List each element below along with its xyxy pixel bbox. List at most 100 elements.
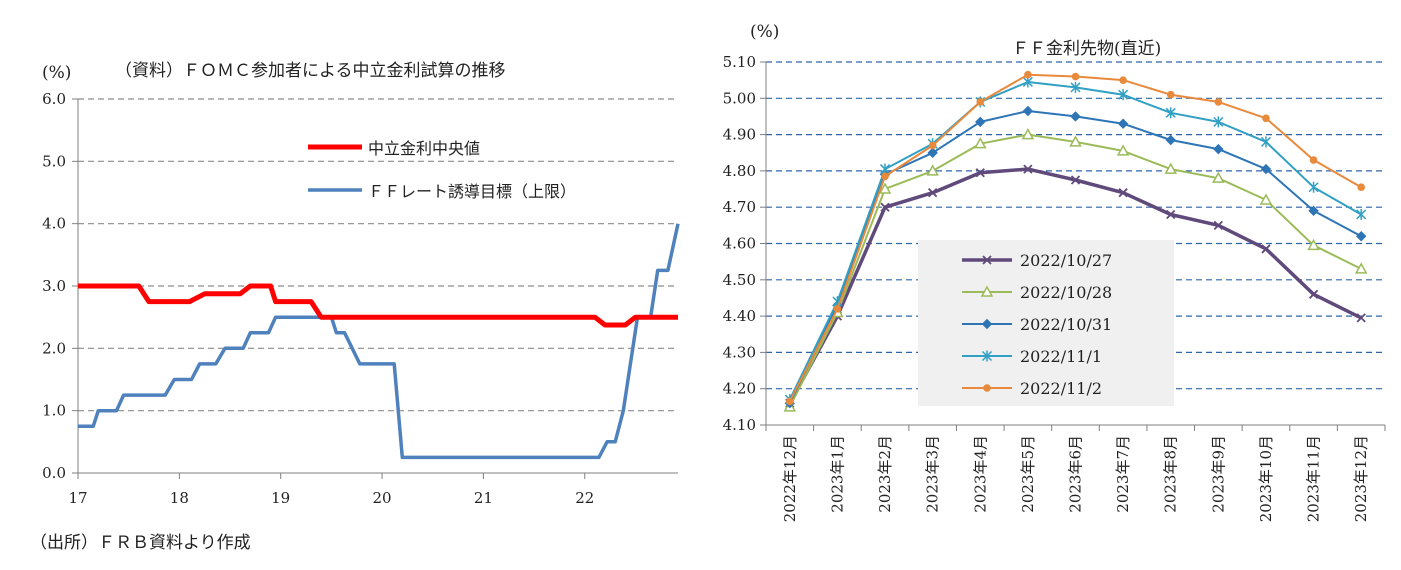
right-y-tick-label: 4.90 xyxy=(723,126,756,144)
marker-x-stroke xyxy=(1356,313,1366,323)
data-point-diamond xyxy=(1260,163,1272,175)
data-point-star xyxy=(1165,107,1176,119)
data-point-circle xyxy=(983,384,991,392)
data-point-x xyxy=(1308,289,1319,299)
left-y-tick-label: 6.0 xyxy=(42,90,66,108)
left-x-tick-label: 22 xyxy=(575,489,594,507)
data-point-diamond xyxy=(1117,118,1129,129)
right-y-tick-label: 4.10 xyxy=(723,416,756,434)
right-y-tick-label: 4.30 xyxy=(723,343,756,361)
data-point-circle xyxy=(1262,114,1270,123)
right-chart-title: ＦＦ金利先物(直近) xyxy=(1012,39,1161,59)
data-point-circle xyxy=(976,98,985,106)
right-x-tick-label: 2023年3月 xyxy=(924,435,942,513)
legend-label: 2022/10/27 xyxy=(1020,251,1112,270)
data-point-diamond xyxy=(1165,134,1176,146)
right-y-tick-label: 5.10 xyxy=(723,53,756,71)
legend-label: 2022/10/31 xyxy=(1020,315,1112,334)
marker-x-stroke xyxy=(1166,209,1176,220)
left-y-unit: (%) xyxy=(42,63,71,83)
data-point-circle xyxy=(786,397,794,406)
data-point-circle xyxy=(1119,76,1127,84)
right-y-tick-label: 4.50 xyxy=(723,271,756,289)
data-point-triangle xyxy=(1069,135,1082,147)
source-note: （出所）ＦＲＢ資料より作成 xyxy=(30,533,251,553)
data-point-diamond xyxy=(1308,205,1319,217)
left-x-tick-label: 20 xyxy=(373,489,392,507)
data-point-x xyxy=(1166,209,1176,220)
marker-x-stroke xyxy=(1118,188,1128,198)
data-point-circle xyxy=(1214,98,1223,106)
series-2022/10/28 xyxy=(783,128,1368,412)
right-x-tick-label: 2023年8月 xyxy=(1162,435,1180,513)
data-point-diamond xyxy=(1022,105,1034,117)
legend-label: 2022/11/1 xyxy=(1020,347,1102,366)
data-point-x xyxy=(1023,164,1033,174)
data-point-x xyxy=(1213,220,1223,230)
right-y-tick-label: 4.20 xyxy=(723,380,756,398)
right-y-tick-label: 5.00 xyxy=(723,89,756,107)
left-chart: (%) （資料）ＦＯＭＣ参加者による中立金利試算の推移 6.0 5.0 4.0 3.0… xyxy=(30,61,680,553)
data-point-star xyxy=(1213,116,1224,128)
data-point-circle xyxy=(928,141,937,150)
right-x-tick-label: 2023年12月 xyxy=(1352,435,1370,522)
marker-x-stroke xyxy=(1213,220,1223,230)
marker-x-stroke xyxy=(1308,289,1319,299)
left-x-tick-label: 19 xyxy=(271,489,290,507)
data-point-x xyxy=(1356,313,1366,323)
series-2022/10/27 xyxy=(785,164,1366,408)
right-y-tick-label: 4.80 xyxy=(723,162,756,180)
left-y-tick-label: 4.0 xyxy=(42,215,66,233)
right-chart: (%) ＦＦ金利先物(直近) 5.10 5.00 4.90 4.80 4.70 4.60 4… xyxy=(723,22,1386,522)
right-y-tick-label: 4.60 xyxy=(723,235,756,253)
right-x-tick-label: 2023年7月 xyxy=(1114,435,1132,513)
data-point-star xyxy=(1356,208,1367,220)
data-point-star xyxy=(1070,81,1081,93)
marker-x-stroke xyxy=(982,255,992,265)
data-point-circle xyxy=(833,305,842,313)
right-x-tick-label: 2023年9月 xyxy=(1209,435,1227,513)
data-point-diamond xyxy=(1213,143,1224,155)
right-x-tick-label: 2023年5月 xyxy=(1019,435,1037,513)
data-point-x xyxy=(975,168,985,178)
data-point-triangle xyxy=(926,164,939,176)
data-point-triangle xyxy=(878,182,892,194)
data-point-diamond xyxy=(1070,111,1081,122)
data-point-triangle xyxy=(1021,128,1035,140)
marker-x-stroke xyxy=(975,168,985,178)
data-point-star xyxy=(1260,136,1271,148)
right-x-tick-label: 2023年1月 xyxy=(828,435,846,513)
data-point-x xyxy=(880,202,890,212)
marker-x-stroke xyxy=(1023,164,1033,174)
data-point-star xyxy=(981,350,993,362)
right-x-tick-label: 2023年6月 xyxy=(1067,435,1085,513)
data-point-triangle xyxy=(1164,162,1178,174)
left-y-tick-label: 5.0 xyxy=(42,152,66,170)
legend-label-neutral-rate: 中立金利中央値 xyxy=(368,139,480,158)
left-y-tick-label: 3.0 xyxy=(42,277,66,295)
right-x-tick-label: 2023年2月 xyxy=(876,435,894,513)
marker-x-stroke xyxy=(1261,244,1271,254)
right-y-unit: (%) xyxy=(750,22,779,42)
data-point-circle xyxy=(1357,183,1365,192)
data-point-x xyxy=(982,255,992,265)
legend-label: 2022/11/2 xyxy=(1020,379,1102,398)
right-x-tick-label: 2023年10月 xyxy=(1257,435,1275,522)
data-point-triangle xyxy=(980,285,994,297)
data-point-triangle xyxy=(973,137,987,149)
right-x-tick-label: 2022年12月 xyxy=(781,435,799,522)
right-y-tick-label: 4.40 xyxy=(723,307,756,325)
series-2022/11/2 xyxy=(786,70,1365,406)
right-x-tick-label: 2023年4月 xyxy=(971,435,989,513)
left-y-tick-label: 1.0 xyxy=(42,402,66,420)
data-point-diamond xyxy=(975,116,986,128)
left-chart-title: （資料）ＦＯＭＣ参加者による中立金利試算の推移 xyxy=(115,61,506,81)
data-point-diamond xyxy=(927,147,938,158)
legend-box xyxy=(918,240,1174,406)
right-y-tick-label: 4.70 xyxy=(723,198,756,216)
data-point-x xyxy=(1118,188,1128,198)
left-x-tick-label: 17 xyxy=(68,489,87,507)
marker-x-stroke xyxy=(928,188,938,198)
data-point-star xyxy=(1308,181,1319,193)
